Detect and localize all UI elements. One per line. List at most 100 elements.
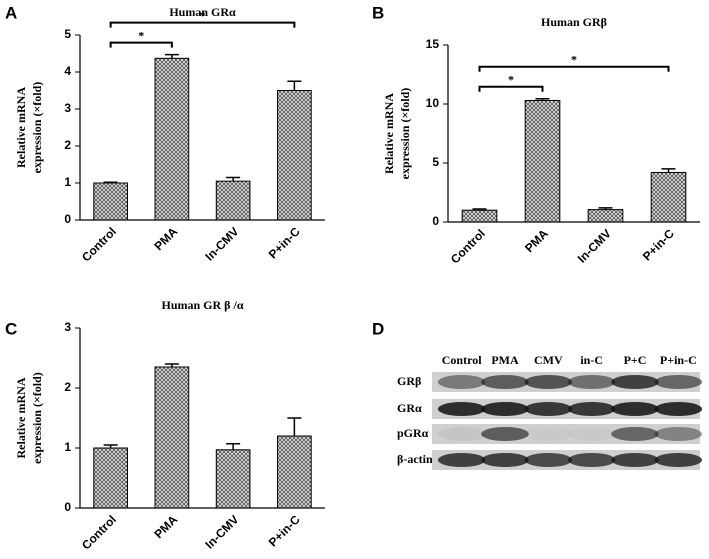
error-bar	[103, 444, 118, 448]
band	[611, 427, 659, 441]
band	[567, 375, 616, 389]
row-label: GRβ	[397, 374, 421, 388]
y-axis-label: Relative mRNA	[14, 87, 28, 168]
y-tick-label: 5	[432, 155, 439, 169]
error-bar	[103, 181, 118, 184]
x-tick-label: Control	[448, 226, 488, 266]
error-bar	[472, 208, 487, 211]
y-tick-label: 5	[64, 27, 71, 41]
band	[567, 453, 616, 467]
bar	[93, 182, 128, 221]
band	[437, 402, 486, 416]
y-tick-label: 0	[432, 214, 439, 228]
y-tick-label: 0	[64, 212, 71, 226]
bar	[93, 447, 128, 509]
x-tick-label: In-CMV	[202, 512, 241, 551]
significance-bracket	[478, 65, 670, 72]
y-axis-label: Relative mRNA	[382, 93, 396, 174]
chart-title: Human GRα	[169, 5, 236, 19]
band	[654, 453, 703, 467]
x-tick-label: PMA	[151, 512, 180, 541]
band	[567, 402, 616, 416]
y-tick-label: 15	[426, 37, 440, 51]
lane-label: Control	[442, 353, 482, 367]
lane-label: CMV	[534, 353, 563, 367]
lane-label: P+C	[624, 353, 647, 367]
significance-bracket	[109, 21, 296, 28]
bar	[215, 449, 251, 509]
band	[568, 427, 616, 441]
panel-label: B	[372, 3, 384, 22]
x-tick-label: In-CMV	[202, 224, 241, 263]
bar	[277, 435, 312, 509]
band	[481, 375, 529, 389]
bar	[587, 209, 624, 223]
y-tick-label: 0	[64, 500, 71, 514]
bar	[461, 209, 498, 223]
x-tick-label: P+in-C	[640, 226, 677, 263]
significance-label: *	[200, 8, 206, 22]
significance-bracket	[109, 41, 173, 48]
bar	[154, 366, 190, 509]
row-label: β-actin	[397, 452, 433, 466]
y-tick-label: 10	[426, 96, 440, 110]
y-axis-label: expression (×fold)	[30, 372, 44, 464]
band	[525, 427, 573, 441]
x-tick-label: Control	[79, 512, 119, 552]
y-tick-label: 1	[64, 175, 71, 189]
band	[481, 402, 529, 416]
band	[481, 453, 529, 467]
y-axis-label: expression (×fold)	[398, 88, 412, 180]
band	[481, 427, 529, 441]
y-tick-label: 1	[64, 440, 71, 454]
error-bar	[661, 168, 676, 173]
lane-label: P+in-C	[660, 353, 697, 367]
band	[611, 402, 659, 416]
panel-label: A	[5, 3, 17, 22]
x-tick-label: PMA	[522, 226, 551, 255]
x-tick-label: Control	[79, 224, 119, 264]
band	[437, 427, 486, 441]
lane-label: PMA	[491, 353, 519, 367]
bar	[215, 180, 251, 221]
y-axis-label: Relative mRNA	[14, 377, 28, 458]
chart-title: Human GR β /α	[161, 298, 243, 312]
band	[437, 453, 486, 467]
y-tick-label: 2	[64, 138, 71, 152]
error-bar	[287, 417, 302, 436]
x-tick-label: P+in-C	[266, 224, 303, 261]
y-tick-label: 2	[64, 380, 71, 394]
significance-label: *	[138, 28, 144, 42]
error-bar	[287, 80, 302, 91]
bar	[524, 99, 561, 223]
lane-label: in-C	[580, 353, 603, 367]
band	[524, 453, 573, 467]
bar	[277, 90, 312, 221]
band	[654, 402, 703, 416]
error-bar	[226, 443, 241, 450]
significance-label: *	[571, 52, 577, 66]
error-bar	[226, 176, 241, 182]
band	[611, 375, 659, 389]
band	[611, 453, 659, 467]
panel-label: D	[372, 319, 384, 338]
y-tick-label: 3	[64, 101, 71, 115]
y-tick-label: 4	[64, 64, 71, 78]
row-label: pGRα	[397, 426, 429, 440]
band	[437, 375, 486, 389]
band	[524, 402, 573, 416]
bar	[154, 57, 190, 221]
significance-label: *	[508, 72, 514, 86]
y-axis-label: expression (×fold)	[30, 82, 44, 174]
band	[654, 375, 703, 389]
chart-title: Human GRβ	[541, 15, 607, 29]
significance-bracket	[478, 85, 544, 92]
row-label: GRα	[397, 401, 422, 415]
x-tick-label: PMA	[151, 224, 180, 253]
band	[524, 375, 573, 389]
error-bar	[164, 53, 179, 59]
error-bar	[164, 363, 179, 367]
x-tick-label: In-CMV	[575, 226, 614, 265]
error-bar	[598, 207, 613, 210]
